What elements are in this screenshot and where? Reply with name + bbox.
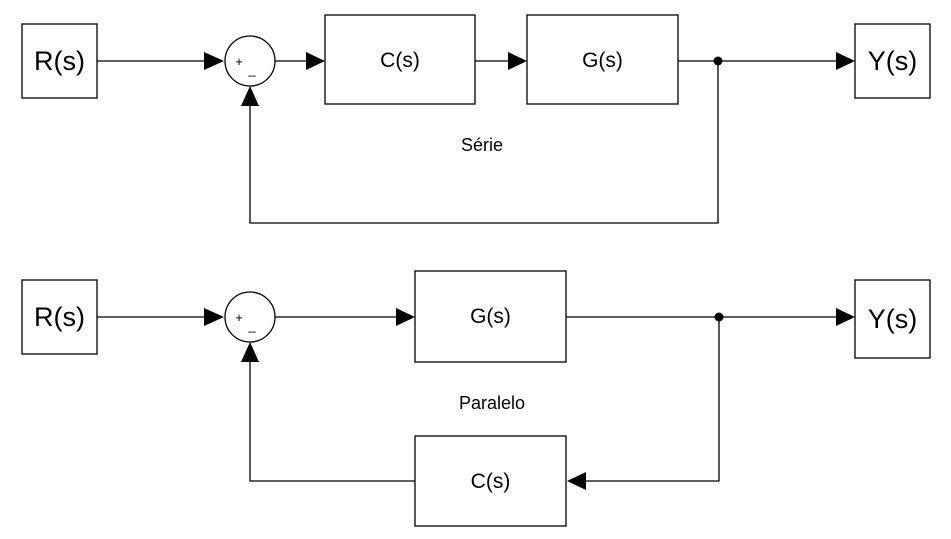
series-arrow-feedback-into-sum bbox=[241, 86, 259, 106]
series-summing-junction[interactable]: + _ bbox=[224, 35, 276, 87]
series-output-label: Y(s) bbox=[868, 46, 918, 76]
series-controller-block[interactable]: C(s) bbox=[324, 14, 476, 105]
series-arrow-into-sum bbox=[204, 52, 224, 70]
parallel-input-block[interactable]: R(s) bbox=[21, 279, 98, 355]
series-plant-block[interactable]: G(s) bbox=[526, 14, 679, 105]
parallel-plant-block[interactable]: G(s) bbox=[414, 270, 567, 363]
series-controller-label: C(s) bbox=[380, 49, 420, 72]
parallel-output-block[interactable]: Y(s) bbox=[854, 279, 931, 359]
series-feedback-path bbox=[249, 61, 719, 224]
parallel-feedback-label: C(s) bbox=[471, 470, 511, 493]
parallel-arrow-into-feedback-block bbox=[567, 472, 586, 490]
series-input-label: R(s) bbox=[34, 46, 85, 76]
parallel-input-label: R(s) bbox=[34, 302, 85, 332]
parallel-output-label: Y(s) bbox=[868, 304, 918, 334]
series-sum-minus-sign: _ bbox=[247, 62, 256, 77]
series-output-block[interactable]: Y(s) bbox=[854, 23, 931, 99]
parallel-caption: Paralelo bbox=[459, 393, 525, 413]
parallel-summing-junction[interactable]: + _ bbox=[224, 291, 276, 343]
parallel-plant-label: G(s) bbox=[470, 305, 511, 328]
series-diagram: R(s) + _ C(s) G(s) bbox=[21, 14, 931, 224]
series-arrow-into-controller bbox=[306, 52, 325, 70]
parallel-arrow-into-output bbox=[836, 308, 855, 326]
parallel-wire-branch-to-feedback bbox=[582, 317, 720, 482]
series-input-block[interactable]: R(s) bbox=[21, 23, 98, 99]
parallel-arrow-into-sum bbox=[204, 308, 224, 326]
parallel-sum-minus-sign: _ bbox=[247, 318, 256, 333]
series-plant-label: G(s) bbox=[582, 49, 623, 72]
parallel-feedback-block[interactable]: C(s) bbox=[414, 435, 567, 527]
series-sum-plus-sign: + bbox=[235, 54, 243, 69]
series-caption: Série bbox=[461, 135, 503, 155]
parallel-diagram: R(s) + _ G(s) Y(s) bbox=[21, 270, 931, 527]
parallel-arrow-feedback-into-sum bbox=[241, 342, 259, 362]
parallel-wire-feedback-to-sum bbox=[249, 356, 415, 482]
series-arrow-into-output bbox=[836, 52, 855, 70]
series-arrow-into-plant bbox=[508, 52, 527, 70]
parallel-arrow-into-plant bbox=[396, 308, 415, 326]
parallel-sum-plus-sign: + bbox=[235, 310, 243, 325]
